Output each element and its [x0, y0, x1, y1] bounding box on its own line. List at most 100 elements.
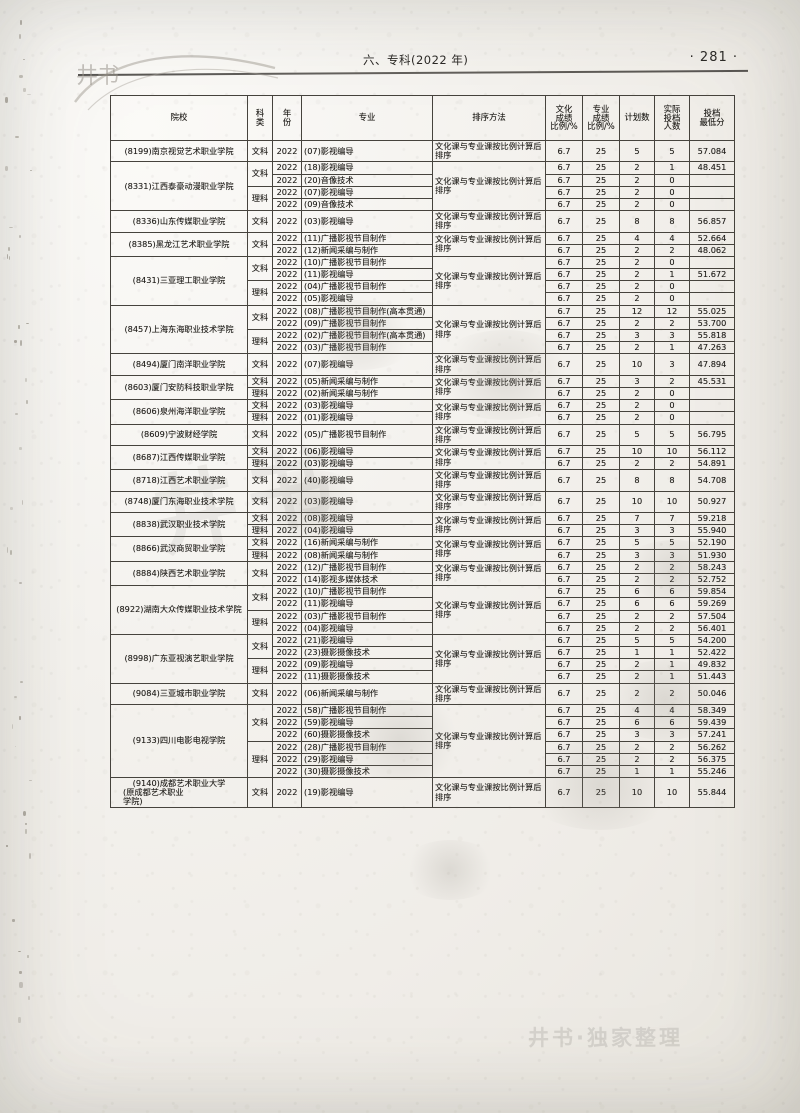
cell-actual-count: 3 [654, 328, 690, 343]
cell-major: (12)广播影视节目制作 [301, 560, 433, 574]
cell-kelei: 文科 [247, 704, 273, 742]
table-row: 2022 (03)广播影视节目制作 6.7 25 2 1 47.263 [111, 341, 735, 355]
cell-school: (8922)湖南大众传媒职业技术学院 [110, 585, 248, 635]
cell-major-ratio: 25 [582, 304, 620, 318]
cell-actual-count: 3 [654, 524, 690, 538]
cell-major-ratio: 25 [582, 777, 620, 809]
cell-major: (20)音像技术 [301, 173, 433, 187]
cell-actual-count: 12 [654, 304, 690, 318]
cell-plan-count: 5 [619, 633, 655, 648]
cell-plan-count: 2 [619, 621, 655, 635]
table-header-row: 院校 科 类 年 份 专业 排序方法 文化 成绩 比例/% [110, 95, 735, 141]
cell-major: (18)影视编导 [301, 161, 433, 175]
cell-plan-count: 2 [619, 609, 655, 623]
cell-major: (07)影视编导 [301, 353, 433, 376]
cell-plan-count: 3 [619, 374, 655, 388]
cell-school: (8884)陕西艺术职业学院 [110, 560, 248, 587]
cell-major-ratio: 25 [582, 740, 620, 754]
cell-year: 2022 [272, 316, 302, 331]
cell-actual-count: 1 [654, 658, 690, 672]
cell-culture-ratio: 6.7 [545, 185, 583, 199]
cell-school: (8609)宁波财经学院 [110, 423, 248, 446]
cell-kelei: 文科 [247, 469, 273, 492]
cell-year: 2022 [272, 524, 302, 538]
cell-actual-count: 8 [654, 210, 690, 233]
cell-sorting-method: 文化课与专业课按比例计算后排序 [432, 444, 546, 471]
cell-min-score: 59.269 [689, 597, 735, 611]
cell-kelei: 理科 [247, 740, 273, 779]
table-row: (8748)厦门东海职业技术学院 文科 2022 (03)影视编导 文化课与专业课按比例… [110, 490, 735, 514]
cell-min-score [689, 173, 735, 187]
cell-culture-ratio: 6.7 [545, 728, 583, 742]
cell-major-ratio: 25 [582, 197, 620, 212]
cell-year: 2022 [272, 386, 302, 401]
cell-major-ratio: 25 [582, 280, 620, 294]
cell-major-ratio: 25 [582, 292, 620, 306]
cell-major: (11)影视编导 [301, 268, 433, 282]
cell-actual-count: 3 [654, 728, 690, 742]
table-row: (8866)武汉商贸职业学院 文科 2022 (16)新闻采编与制作 文化课与专业课按比… [110, 536, 735, 562]
cell-year: 2022 [272, 185, 302, 199]
cell-culture-ratio: 6.7 [545, 490, 583, 514]
cell-culture-ratio: 6.7 [545, 469, 583, 492]
cell-min-score: 56.112 [689, 444, 735, 459]
cell-min-score [689, 197, 735, 212]
col-header-major-ratio-l1: 专业 [592, 103, 610, 114]
cell-min-score: 59.854 [689, 585, 735, 599]
cell-kelei: 理科 [247, 411, 273, 425]
cell-school-line: (原成都艺术职业 [123, 786, 184, 797]
cell-major-ratio: 25 [582, 560, 620, 574]
table-row: 2022 (30)摄影摄像技术 6.7 25 1 1 55.246 [111, 764, 735, 779]
cell-year: 2022 [272, 197, 302, 212]
cell-major-ratio: 25 [582, 682, 620, 706]
cell-min-score [689, 399, 735, 413]
cell-major: (29)影视编导 [301, 752, 433, 766]
cell-major: (07)影视编导 [301, 139, 433, 163]
cell-culture-ratio: 6.7 [545, 139, 583, 163]
cell-major-ratio: 25 [582, 646, 620, 660]
col-header-actual-l2: 投档 [663, 112, 681, 123]
cell-min-score: 55.844 [689, 777, 735, 809]
cell-actual-count: 2 [654, 621, 690, 635]
cell-actual-count: 5 [654, 139, 690, 163]
cell-min-score: 59.439 [689, 716, 735, 730]
col-header-culture-l3: 比例/% [550, 121, 578, 132]
cell-plan-count: 2 [619, 197, 655, 212]
cell-major: (02)新闻采编与制作 [301, 386, 433, 401]
cell-sorting-method: 文化课与专业课按比例计算后排序 [432, 490, 546, 514]
cell-major: (09)广播影视节目制作 [301, 316, 433, 331]
cell-plan-count: 5 [619, 423, 655, 446]
cell-min-score: 52.190 [689, 536, 735, 550]
cell-major: (05)广播影视节目制作 [301, 423, 433, 446]
col-header-plan: 计划数 [619, 95, 655, 141]
cell-year: 2022 [272, 536, 302, 550]
admission-table-wrapper: 院校 科 类 年 份 专业 排序方法 文化 成绩 比例/% [110, 95, 735, 809]
cell-sorting-method: 文化课与专业课按比例计算后排序 [432, 374, 546, 401]
table-row: 2022 (09)广播影视节目制作 6.7 25 2 2 53.700 [111, 316, 735, 331]
cell-major: (58)广播影视节目制作 [301, 703, 433, 718]
cell-culture-ratio: 6.7 [545, 423, 583, 446]
cell-actual-count: 0 [654, 173, 690, 187]
cell-min-score: 58.349 [689, 703, 735, 718]
cell-plan-count: 3 [619, 548, 655, 562]
cell-major-ratio: 25 [582, 490, 620, 514]
cell-min-score [689, 411, 735, 425]
cell-school: (8431)三亚理工职业学院 [110, 255, 248, 306]
cell-plan-count: 2 [619, 255, 655, 270]
col-header-actual-l1: 实际 [663, 103, 681, 114]
cell-year: 2022 [272, 670, 302, 684]
cell-actual-count: 0 [654, 292, 690, 306]
table-row: 理科 2022 (02)新闻采编与制作 6.7 25 2 0 [111, 386, 735, 401]
cell-sorting-method: 文化课与专业课按比例计算后排序 [432, 682, 546, 706]
table-row: (8884)陕西艺术职业学院 文科 2022 (12)广播影视节目制作 文化课与专业课按… [110, 560, 735, 587]
cell-culture-ratio: 6.7 [545, 716, 583, 730]
table-row: 2022 (11)影视编导 6.7 25 6 6 59.269 [111, 597, 735, 611]
table-header: 院校 科 类 年 份 专业 排序方法 文化 成绩 比例/% [110, 95, 735, 141]
cell-year: 2022 [272, 682, 302, 706]
cell-culture-ratio: 6.7 [545, 353, 583, 376]
cell-major: (03)影视编导 [301, 399, 433, 413]
cell-sorting-method: 文化课与专业课按比例计算后排序 [432, 210, 546, 233]
cell-year: 2022 [272, 752, 302, 766]
cell-plan-count: 2 [619, 457, 655, 471]
